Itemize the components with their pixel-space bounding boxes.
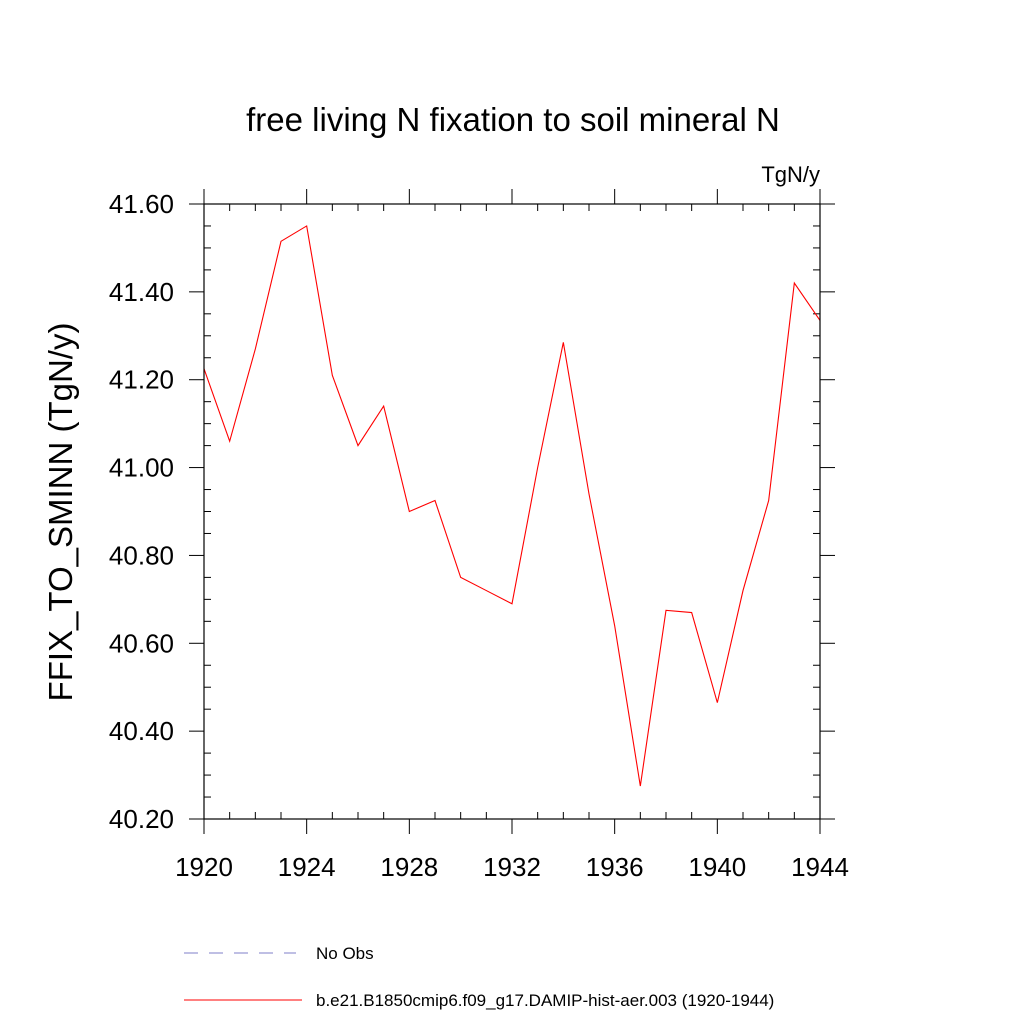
x-tick-label: 1924 — [278, 852, 336, 882]
series-line — [203, 225, 821, 787]
x-tick-label: 1932 — [483, 852, 541, 882]
legend-no-obs-label: No Obs — [316, 944, 374, 963]
x-tick-label: 1936 — [586, 852, 644, 882]
x-tick-label: 1928 — [380, 852, 438, 882]
legend: No Obs b.e21.B1850cmip6.f09_g17.DAMIP-hi… — [184, 944, 774, 1010]
x-tick-labels: 1920 1924 1928 1932 1936 1940 1944 — [175, 852, 849, 882]
y-tick-label: 41.40 — [109, 277, 174, 307]
y-tick-label: 40.40 — [109, 716, 174, 746]
y-tick-label: 40.20 — [109, 804, 174, 834]
plot-frame — [203, 203, 821, 820]
x-tick-label: 1944 — [791, 852, 849, 882]
series-layer — [203, 225, 821, 787]
y-tick-label: 41.20 — [109, 365, 174, 395]
y-tick-label: 41.60 — [109, 189, 174, 219]
units-label: TgN/y — [761, 162, 820, 187]
y-tick-label: 40.80 — [109, 540, 174, 570]
x-tick-label: 1920 — [175, 852, 233, 882]
y-tick-labels: 40.20 40.40 40.60 40.80 41.00 41.20 41.40 41.60 — [109, 189, 174, 834]
chart-title: free living N fixation to soil mineral N — [246, 101, 780, 138]
y-axis-label: FFIX_TO_SMINN (TgN/y) — [42, 323, 79, 702]
x-tick-label: 1940 — [688, 852, 746, 882]
y-tick-label: 40.60 — [109, 628, 174, 658]
axis-ticks — [189, 189, 835, 834]
legend-series-label: b.e21.B1850cmip6.f09_g17.DAMIP-hist-aer.… — [316, 991, 774, 1010]
y-tick-label: 41.00 — [109, 453, 174, 483]
